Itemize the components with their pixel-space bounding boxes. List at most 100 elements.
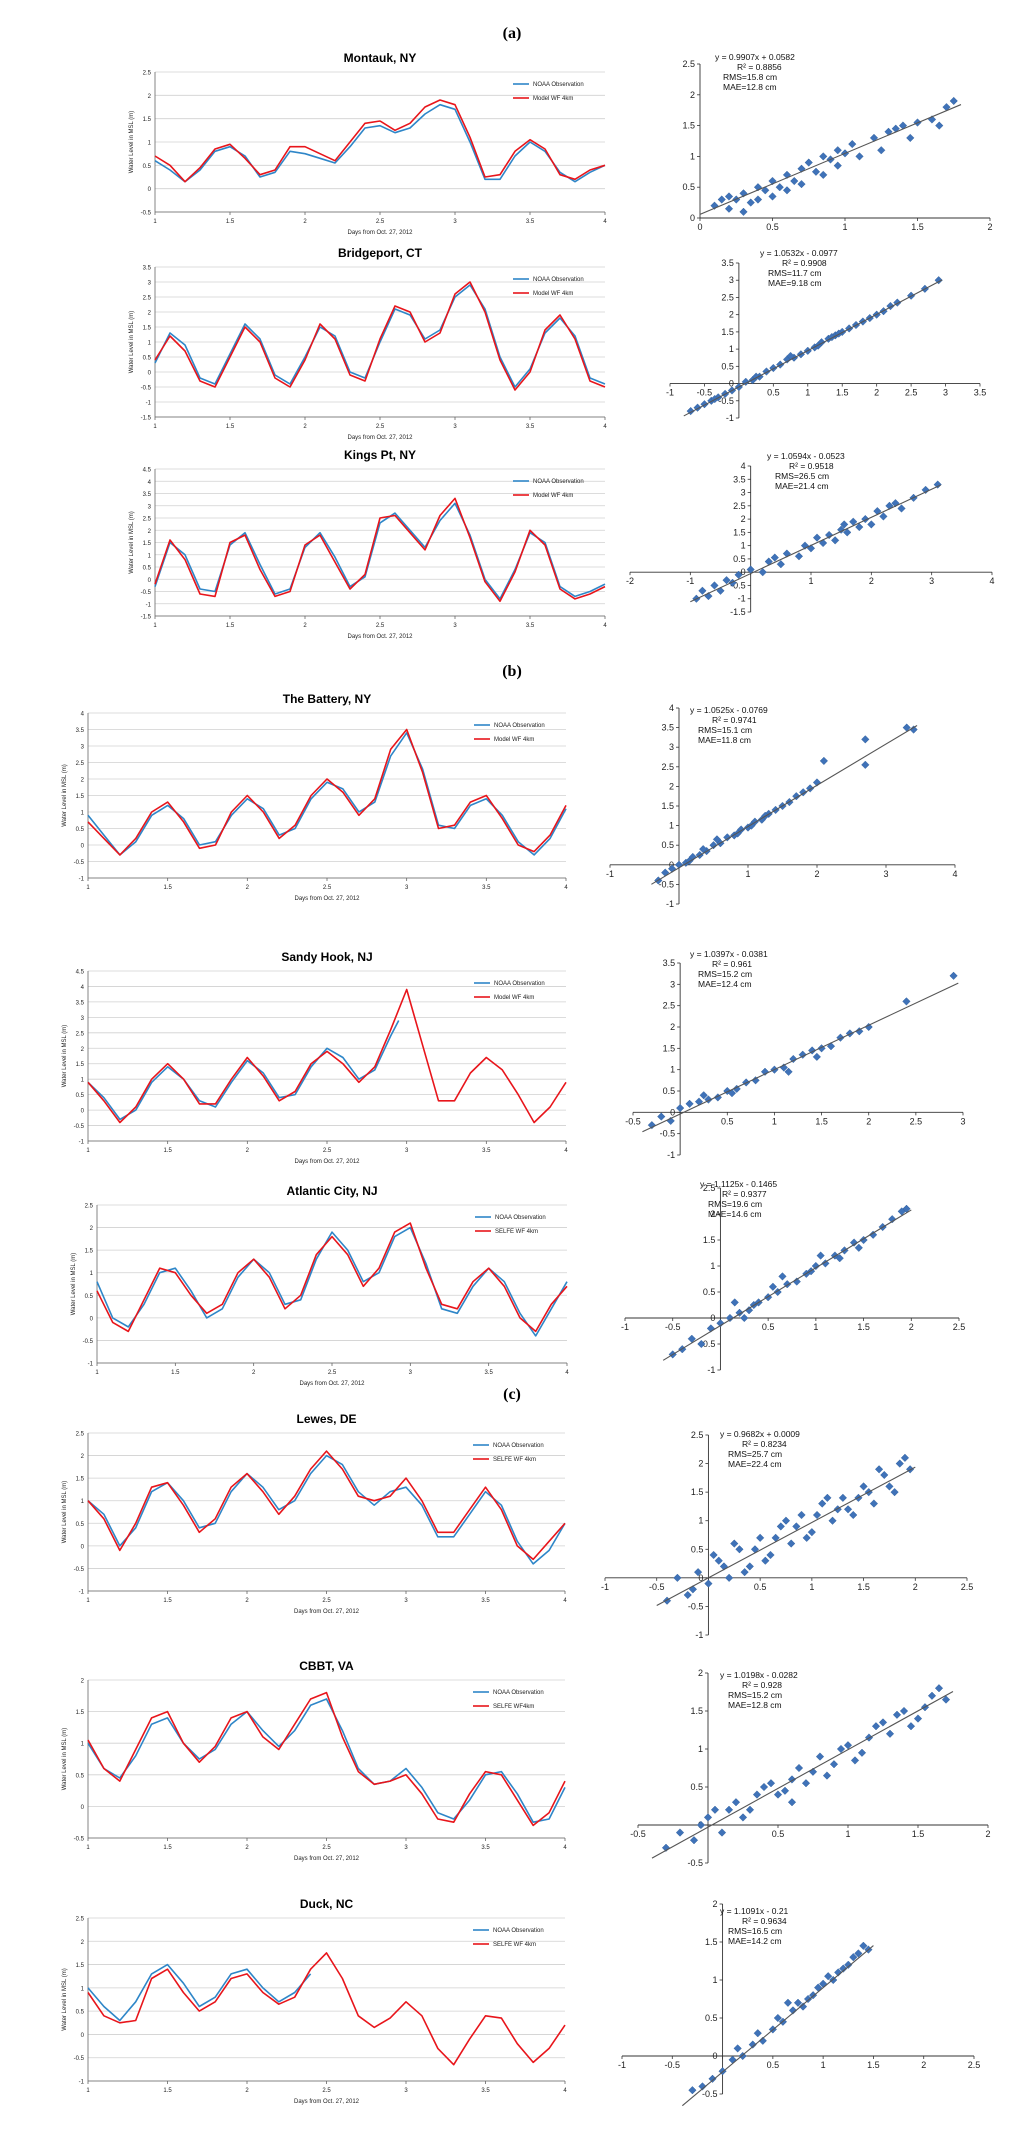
legend-label: NOAA Observation — [493, 1690, 544, 1696]
y-tick-label: 3.5 — [76, 1000, 85, 1006]
x-axis-label: Days from Oct. 27, 2012 — [294, 1856, 360, 1862]
y-tick-label: 0.5 — [76, 2010, 85, 2016]
y-tick-label: 3 — [729, 275, 734, 285]
x-tick-label: 1 — [808, 576, 813, 586]
x-tick-label: 2.5 — [953, 1322, 966, 1332]
y-tick-label: 1 — [741, 541, 746, 551]
regression-stat: MAE=11.8 cm — [698, 735, 751, 745]
y-tick-label: 0 — [148, 578, 152, 584]
y-tick-label: 1.5 — [76, 794, 85, 800]
x-tick-label: -0.5 — [630, 1829, 646, 1839]
scatter-point — [797, 180, 806, 189]
scatter-point — [812, 533, 822, 542]
scatter-point — [816, 1251, 825, 1260]
y-tick-label: 2.5 — [76, 1432, 85, 1438]
regression-stat: RMS=15.1 cm — [698, 725, 752, 735]
regression-stat: MAE=21.4 cm — [775, 481, 829, 491]
chart-title: CBBT, VA — [299, 1659, 354, 1673]
y-axis-label: Water Level in MSL (m) — [129, 311, 135, 374]
x-tick-label: 1.5 — [226, 219, 235, 225]
x-tick-label: 4 — [563, 1598, 567, 1604]
scatter-point — [768, 192, 777, 201]
scatter-point — [854, 1949, 863, 1958]
regression-stat: y = 1.0525x - 0.0769 — [690, 705, 768, 715]
scatter-point — [822, 1771, 832, 1780]
scatter-point — [685, 1099, 694, 1108]
scatter-point — [921, 485, 930, 494]
scatter-point — [724, 1805, 734, 1814]
scatter-point — [824, 1972, 833, 1981]
y-tick-label: 3.5 — [733, 474, 746, 484]
x-tick-label: 2 — [814, 869, 819, 879]
trendline — [656, 1466, 916, 1606]
y-tick-label: -0.5 — [687, 1858, 703, 1868]
scatter-point — [775, 183, 784, 192]
y-tick-label: 0.5 — [143, 356, 152, 362]
y-tick-label: 2 — [710, 1209, 715, 1219]
y-tick-label: 1 — [81, 1986, 85, 1992]
scatter-point — [770, 553, 779, 562]
y-tick-label: 2 — [669, 781, 674, 791]
y-tick-label: 0.5 — [76, 1093, 85, 1099]
scatter-point — [712, 835, 722, 844]
x-axis-label: Days from Oct. 27, 2012 — [347, 634, 413, 640]
y-tick-label: 1.5 — [733, 527, 746, 537]
line-chart-2: Bridgeport, CT -1.5 -1 -0.5 0 0.5 1 1.5 2 2.5 3 3.5… — [129, 246, 607, 441]
scatter-point — [812, 1052, 821, 1061]
x-tick-label: 2 — [874, 388, 879, 398]
x-tick-label: 1 — [86, 1845, 90, 1851]
y-tick-label: 1.5 — [682, 121, 695, 131]
y-tick-label: 0.5 — [76, 1773, 85, 1779]
x-tick-label: 4 — [603, 219, 607, 225]
y-tick-label: 2.5 — [76, 1031, 85, 1037]
chart-title: Atlantic City, NJ — [286, 1184, 377, 1198]
scatter-point — [778, 1272, 787, 1281]
scatter-point — [885, 501, 894, 510]
scatter-point — [698, 586, 707, 595]
x-tick-label: 1.5 — [836, 388, 849, 398]
x-tick-label: 4 — [603, 623, 607, 629]
chart-title: The Battery, NY — [283, 692, 371, 706]
regression-stat: y = 1.1091x - 0.21 — [720, 1906, 789, 1916]
scatter-point — [768, 176, 777, 186]
trendline — [642, 982, 959, 1133]
y-tick-label: -1 — [146, 401, 152, 407]
scatter-point — [787, 1539, 796, 1548]
y-tick-label: -0.5 — [74, 860, 85, 866]
x-axis-label: Days from Oct. 27, 2012 — [294, 1159, 360, 1165]
scatter-point — [801, 1779, 811, 1788]
y-tick-label: 1 — [90, 1271, 94, 1277]
x-tick-label: 0.5 — [767, 388, 780, 398]
x-tick-label: 1.5 — [163, 1148, 172, 1154]
y-tick-label: 0 — [81, 1544, 85, 1550]
y-tick-label: 0 — [670, 1107, 675, 1117]
scatter-point — [738, 1813, 748, 1822]
x-tick-label: 2.5 — [323, 1148, 332, 1154]
scatter-point — [831, 536, 840, 545]
y-tick-label: 0 — [710, 1313, 715, 1323]
x-tick-label: 0.5 — [766, 222, 779, 232]
scatter-point — [794, 1763, 804, 1773]
scatter-point — [709, 841, 718, 850]
y-tick-label: 4 — [148, 480, 152, 486]
y-tick-label: 0.5 — [76, 1522, 85, 1528]
scatter-point — [941, 1695, 951, 1704]
y-tick-label: -0.5 — [718, 396, 734, 406]
scatter-point — [833, 161, 842, 170]
y-tick-label: 0.5 — [733, 554, 746, 564]
y-tick-label: 3.5 — [663, 958, 676, 968]
line-chart-6: The Battery, NY -1 -0.5 0 0.5 1 1.5 2 2.5 3 3.5 4 1 1… — [62, 692, 568, 902]
x-axis-label: Days from Oct. 27, 2012 — [294, 1609, 360, 1615]
line-chart-4: Kings Pt, NY -1.5 -1 -0.5 0 0.5 1 1.5 2 2.5 3 3.5 4 4… — [129, 448, 607, 640]
y-tick-label: 0.5 — [690, 1782, 703, 1792]
regression-stat: R² = 0.8234 — [742, 1439, 787, 1449]
legend-label: SELFE WF4km — [493, 1704, 534, 1710]
x-tick-label: 4 — [563, 2088, 567, 2094]
scatter-chart-3: -1 -0.5 0.5 1 1.5 2 2.5 3 3.5 -1 -0.5 0 0.5 1 1.5 2 2.5 3… — [666, 248, 986, 423]
scatter-point — [886, 301, 895, 311]
y-tick-label: 0 — [90, 1316, 94, 1322]
x-tick-label: 1 — [845, 1829, 850, 1839]
y-tick-label: 1 — [729, 344, 734, 354]
x-tick-label: 0.5 — [767, 2060, 780, 2070]
legend-label: NOAA Observation — [494, 981, 545, 987]
